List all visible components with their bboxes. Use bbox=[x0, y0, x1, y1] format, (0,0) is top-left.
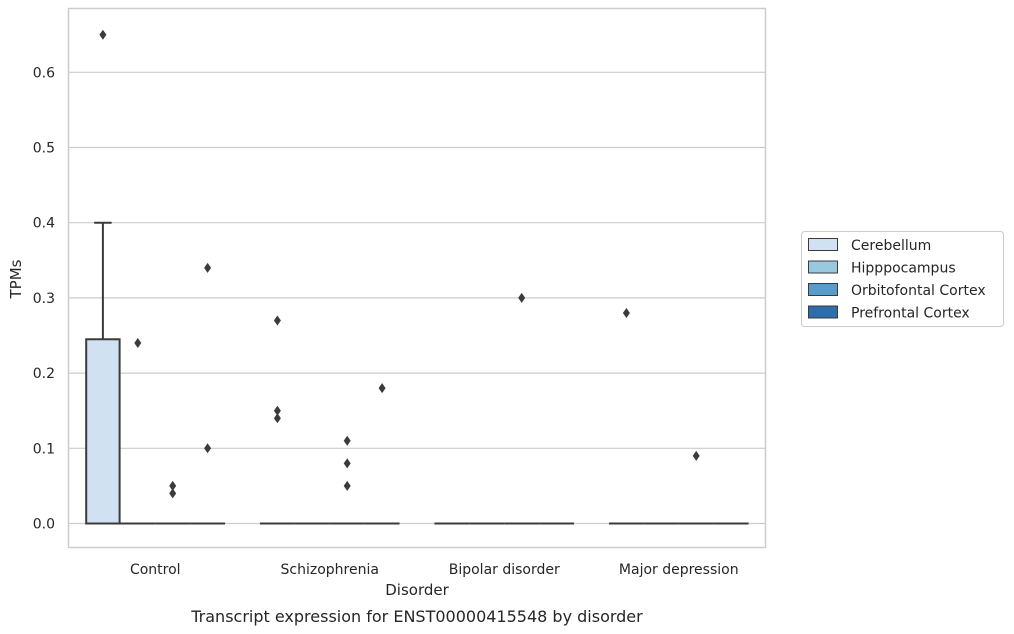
legend-swatch bbox=[808, 238, 838, 251]
x-tick-label: Control bbox=[130, 562, 181, 578]
box-group bbox=[190, 262, 226, 525]
y-tick-label: 0.2 bbox=[33, 366, 55, 382]
outlier-point bbox=[134, 338, 142, 349]
outlier-point bbox=[518, 292, 526, 303]
legend-label: Cerebellum bbox=[851, 238, 931, 254]
x-axis-label: Disorder bbox=[385, 581, 449, 599]
y-tick-label: 0.6 bbox=[33, 65, 55, 81]
y-axis-ticks: 0.0 0.1 0.2 0.3 0.4 0.5 0.6 bbox=[33, 65, 55, 532]
box-group bbox=[120, 338, 156, 525]
outlier-point bbox=[169, 488, 177, 499]
outlier-point bbox=[343, 435, 351, 446]
outlier-point bbox=[343, 458, 351, 469]
box-group bbox=[85, 29, 121, 525]
y-tick-label: 0.1 bbox=[33, 441, 55, 457]
box-group bbox=[678, 450, 714, 525]
outlier-point bbox=[378, 383, 386, 394]
x-tick-label: Major depression bbox=[619, 562, 739, 578]
chart-caption: Transcript expression for ENST0000041554… bbox=[190, 607, 643, 626]
box-group bbox=[155, 480, 191, 525]
legend-frame bbox=[801, 231, 1004, 327]
legend-label: Hipppocampus bbox=[851, 261, 956, 277]
x-axis-ticks: Control Schizophrenia Bipolar disorder Majo… bbox=[130, 562, 739, 578]
outlier-point bbox=[204, 443, 212, 454]
outlier-point bbox=[204, 262, 212, 273]
plot-frame bbox=[67, 7, 767, 549]
outlier-point bbox=[273, 315, 281, 326]
outlier-point bbox=[169, 480, 177, 491]
box-group bbox=[329, 435, 365, 525]
outlier-point bbox=[273, 405, 281, 416]
box-group bbox=[364, 383, 400, 525]
x-tick-label: Bipolar disorder bbox=[449, 562, 560, 578]
outlier-point bbox=[273, 413, 281, 424]
legend-swatch bbox=[808, 260, 838, 274]
x-tick-label: Schizophrenia bbox=[281, 562, 379, 578]
legend-swatch bbox=[808, 305, 838, 319]
legend: Cerebellum Hipppocampus Orbitofontal Corte… bbox=[801, 231, 1004, 327]
y-tick-label: 0.0 bbox=[33, 517, 55, 533]
grid-lines bbox=[68, 71, 766, 525]
box-body bbox=[85, 338, 121, 525]
box-group bbox=[608, 307, 644, 525]
y-axis-label: TPMs bbox=[7, 259, 25, 299]
box-group bbox=[259, 315, 295, 525]
y-tick-label: 0.4 bbox=[33, 216, 55, 232]
legend-swatch bbox=[808, 283, 838, 296]
y-tick-label: 0.5 bbox=[33, 141, 55, 157]
outlier-point bbox=[622, 307, 630, 318]
box-group bbox=[504, 292, 540, 525]
legend-label: Orbitofontal Cortex bbox=[851, 283, 986, 299]
outlier-point bbox=[99, 29, 107, 40]
outlier-point bbox=[692, 450, 700, 461]
outlier-point bbox=[343, 480, 351, 491]
y-tick-label: 0.3 bbox=[33, 291, 55, 307]
legend-label: Prefrontal Cortex bbox=[851, 306, 970, 322]
box-plot-layer bbox=[85, 29, 749, 525]
